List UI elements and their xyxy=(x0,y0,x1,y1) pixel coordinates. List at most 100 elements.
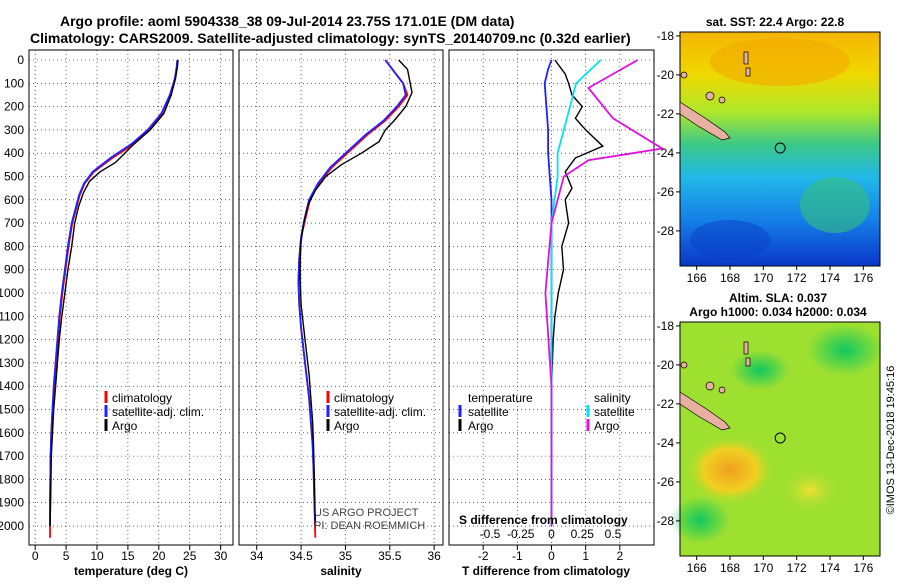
x-tick-label: 36 xyxy=(427,549,441,563)
x-tick-label: 34.5 xyxy=(289,549,313,563)
depth-tick-label: 1100 xyxy=(0,309,24,323)
series-line-argo xyxy=(49,59,179,527)
title-line-2: Climatology: CARS2009. Satellite-adjuste… xyxy=(30,30,631,46)
sst-map-frame xyxy=(679,31,881,267)
depth-tick-label: 700 xyxy=(4,216,24,230)
x-tick-label: 25 xyxy=(183,549,197,563)
sst-island-2 xyxy=(743,51,749,65)
series-line-s-argo xyxy=(544,59,665,526)
sst-island-5 xyxy=(718,96,726,104)
profile-lines-layer xyxy=(49,59,665,538)
map-lon-label: 170 xyxy=(753,561,773,575)
sst-island-4 xyxy=(705,91,715,101)
sst-green-patch xyxy=(800,177,870,233)
legend-title-salinity: salinity xyxy=(594,391,631,405)
sst-warm-patch xyxy=(710,38,850,86)
sal-legend-label-argo: Argo xyxy=(334,419,360,433)
s-difference-label: S difference from climatology xyxy=(459,513,628,527)
x-tick-label: -1 xyxy=(512,549,523,563)
legend-label-argo: Argo xyxy=(112,419,138,433)
sst-new-caledonia xyxy=(679,101,731,141)
x-tick-label: 15 xyxy=(121,549,135,563)
map-lon-label: 166 xyxy=(687,271,707,285)
grid-layer xyxy=(29,50,654,545)
series-line-climatology xyxy=(297,59,409,538)
depth-tick-label: 1600 xyxy=(0,426,24,440)
map-lat-label: -20 xyxy=(657,358,675,372)
diff-legend-label-s-argo: Argo xyxy=(594,419,620,433)
sst-map-land xyxy=(679,51,751,141)
sla-low-anomaly-1 xyxy=(807,324,883,376)
diff-legend-label-s-satellite: satellite xyxy=(594,405,635,419)
sla-high-anomaly xyxy=(685,435,775,505)
sla-island-5 xyxy=(718,386,726,394)
sla-map-frame xyxy=(679,321,881,557)
map-lon-label: 170 xyxy=(753,271,773,285)
x-tick-label: 34 xyxy=(250,549,264,563)
depth-tick-label: 400 xyxy=(4,146,24,160)
depth-tick-label: 800 xyxy=(4,239,24,253)
depth-tick-label: 1900 xyxy=(0,496,24,510)
sal-legend-label-climatology: climatology xyxy=(334,391,394,405)
map-lat-label: -22 xyxy=(657,397,675,411)
map-lon-label: 172 xyxy=(787,271,807,285)
x-tick-label: 0 xyxy=(548,549,555,563)
map-lat-label: -28 xyxy=(657,224,675,238)
x-tick-label: 20 xyxy=(152,549,166,563)
legend-label-satellite: satellite-adj. clim. xyxy=(112,405,204,419)
depth-tick-label: 1700 xyxy=(0,449,24,463)
depth-tick-label: 100 xyxy=(4,76,24,90)
sst-island-1 xyxy=(680,71,688,79)
depth-tick-label: 1000 xyxy=(0,286,24,300)
map-lon-label: 172 xyxy=(787,561,807,575)
diff-legend-label-t-satellite: satellite xyxy=(468,405,509,419)
sla-island-2 xyxy=(743,341,749,355)
depth-tick-label: 200 xyxy=(4,100,24,114)
s-diff-tick-label: 0.25 xyxy=(571,527,595,541)
map-lat-label: -20 xyxy=(657,68,675,82)
map-lat-label: -28 xyxy=(657,514,675,528)
depth-tick-label: 1500 xyxy=(0,403,24,417)
sal-legend-label-satellite: satellite-adj. clim. xyxy=(334,405,426,419)
sla-mid-anomaly xyxy=(780,468,840,512)
salinity-xlabel: salinity xyxy=(320,564,362,578)
sla-map-land xyxy=(679,341,751,431)
sla-map-axes: 166 168 170 172 174 176 -18 -20 -22 -24 -26 -28 xyxy=(657,319,874,575)
x-tick-label: 2 xyxy=(616,549,623,563)
sst-map-texture xyxy=(690,38,870,260)
sla-island-3 xyxy=(745,357,751,367)
map-lon-label: 176 xyxy=(853,561,873,575)
series-line-climatology xyxy=(49,59,179,538)
t-difference-xlabel: T difference from climatology xyxy=(462,564,630,578)
map-lat-label: -26 xyxy=(657,185,675,199)
map-lon-label: 168 xyxy=(720,561,740,575)
temperature-xlabel: temperature (deg C) xyxy=(74,564,188,578)
project-annotation-line-2: PI: DEAN ROEMMICH xyxy=(314,520,425,532)
map-lat-label: -18 xyxy=(657,29,675,43)
sst-island-3 xyxy=(745,67,751,77)
x-tick-label: 0 xyxy=(32,549,39,563)
sla-low-anomaly-2 xyxy=(670,496,730,544)
temperature-panel-frame xyxy=(28,49,234,546)
temperature-legend: climatology satellite-adj. clim. Argo xyxy=(104,391,204,433)
sla-map-texture xyxy=(670,324,883,544)
map-lat-label: -24 xyxy=(657,436,675,450)
legend-title-temperature: temperature xyxy=(468,391,533,405)
sla-island-4 xyxy=(705,381,715,391)
depth-tick-label: 300 xyxy=(4,123,24,137)
depth-tick-label: 1800 xyxy=(0,472,24,486)
map-lat-label: -22 xyxy=(657,107,675,121)
x-tick-label: 30 xyxy=(214,549,228,563)
salinity-legend: climatology satellite-adj. clim. Argo US… xyxy=(314,391,426,532)
map-lon-label: 176 xyxy=(853,271,873,285)
map-lon-label: 168 xyxy=(720,271,740,285)
sst-argo-location-marker xyxy=(774,142,786,154)
diff-legend-label-t-argo: Argo xyxy=(468,419,494,433)
map-lon-label: 166 xyxy=(687,561,707,575)
depth-tick-label: 1400 xyxy=(0,379,24,393)
depth-tick-label: 2000 xyxy=(0,519,24,533)
map-lon-label: 174 xyxy=(820,271,840,285)
depth-tick-label: 1300 xyxy=(0,356,24,370)
depth-tick-label: 500 xyxy=(4,170,24,184)
